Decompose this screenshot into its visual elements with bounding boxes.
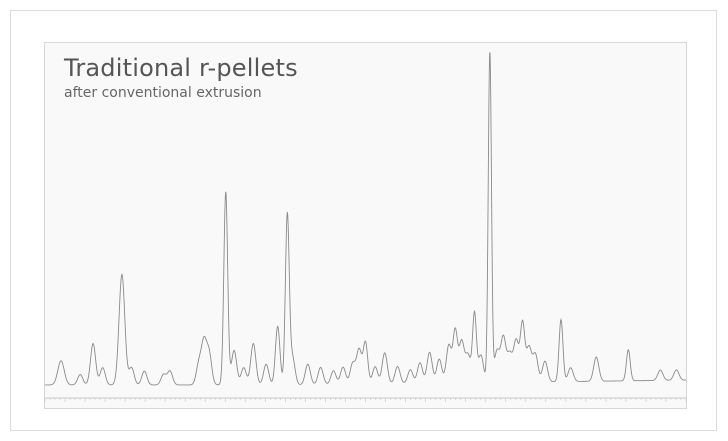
- chart-subtitle: after conventional extrusion: [64, 85, 262, 101]
- plot-area: [44, 42, 687, 409]
- chromatogram-chart: [44, 52, 687, 402]
- signal-trace: [45, 52, 686, 386]
- chart-title: Traditional r-pellets: [64, 54, 298, 82]
